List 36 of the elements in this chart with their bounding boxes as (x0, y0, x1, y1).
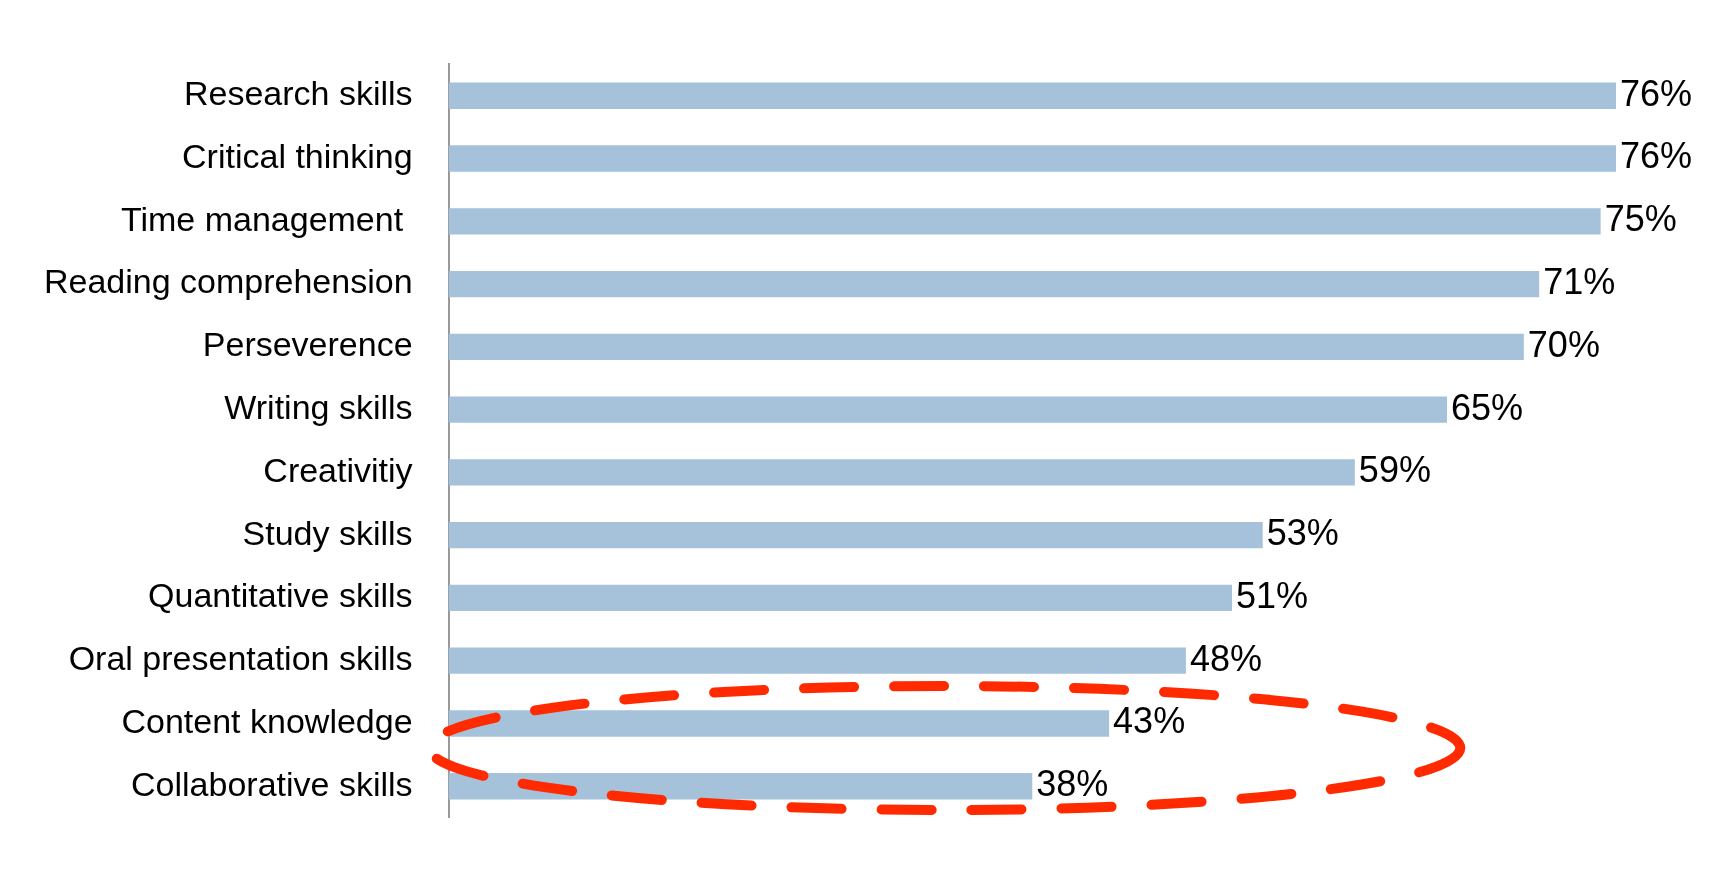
y-tick-label: Oral presentation skills (68, 639, 413, 678)
y-tick-label: Collaborative skills (131, 764, 413, 803)
y-tick-label: Writing skills (224, 387, 413, 426)
y-tick-label: Study skills (242, 513, 413, 552)
y-tick-label: Quantitative skills (148, 576, 413, 615)
data-label: 71% (1543, 261, 1616, 303)
bar (448, 396, 1448, 423)
y-tick-label: Content knowledge (121, 701, 413, 740)
data-label: 76% (1620, 72, 1693, 114)
data-label: 65% (1451, 386, 1524, 428)
y-tick-label: Reading comprehension (43, 262, 413, 301)
bar (448, 773, 1033, 800)
data-label: 59% (1358, 449, 1431, 491)
bar (448, 647, 1186, 674)
bar (448, 82, 1616, 109)
data-label: 43% (1113, 700, 1186, 742)
y-tick-label: Perseverence (202, 325, 413, 364)
data-label: 76% (1620, 135, 1693, 177)
y-tick-label: Critical thinking (182, 136, 413, 175)
data-label: 48% (1189, 637, 1262, 679)
data-label: 70% (1527, 323, 1600, 365)
data-label: 53% (1266, 512, 1339, 554)
bar (448, 584, 1232, 612)
bar (448, 459, 1355, 486)
bar (448, 521, 1263, 549)
data-label: 38% (1036, 763, 1109, 805)
bar (448, 710, 1110, 737)
bar (448, 270, 1540, 298)
y-tick-label: Research skills (183, 74, 413, 113)
data-label: 75% (1604, 198, 1677, 240)
bar (448, 208, 1601, 235)
bar (448, 145, 1616, 172)
y-tick-label: Creativitiy (263, 450, 413, 489)
y-tick-label: Time management (120, 199, 413, 238)
bar (448, 333, 1524, 361)
data-label: 51% (1235, 574, 1309, 616)
